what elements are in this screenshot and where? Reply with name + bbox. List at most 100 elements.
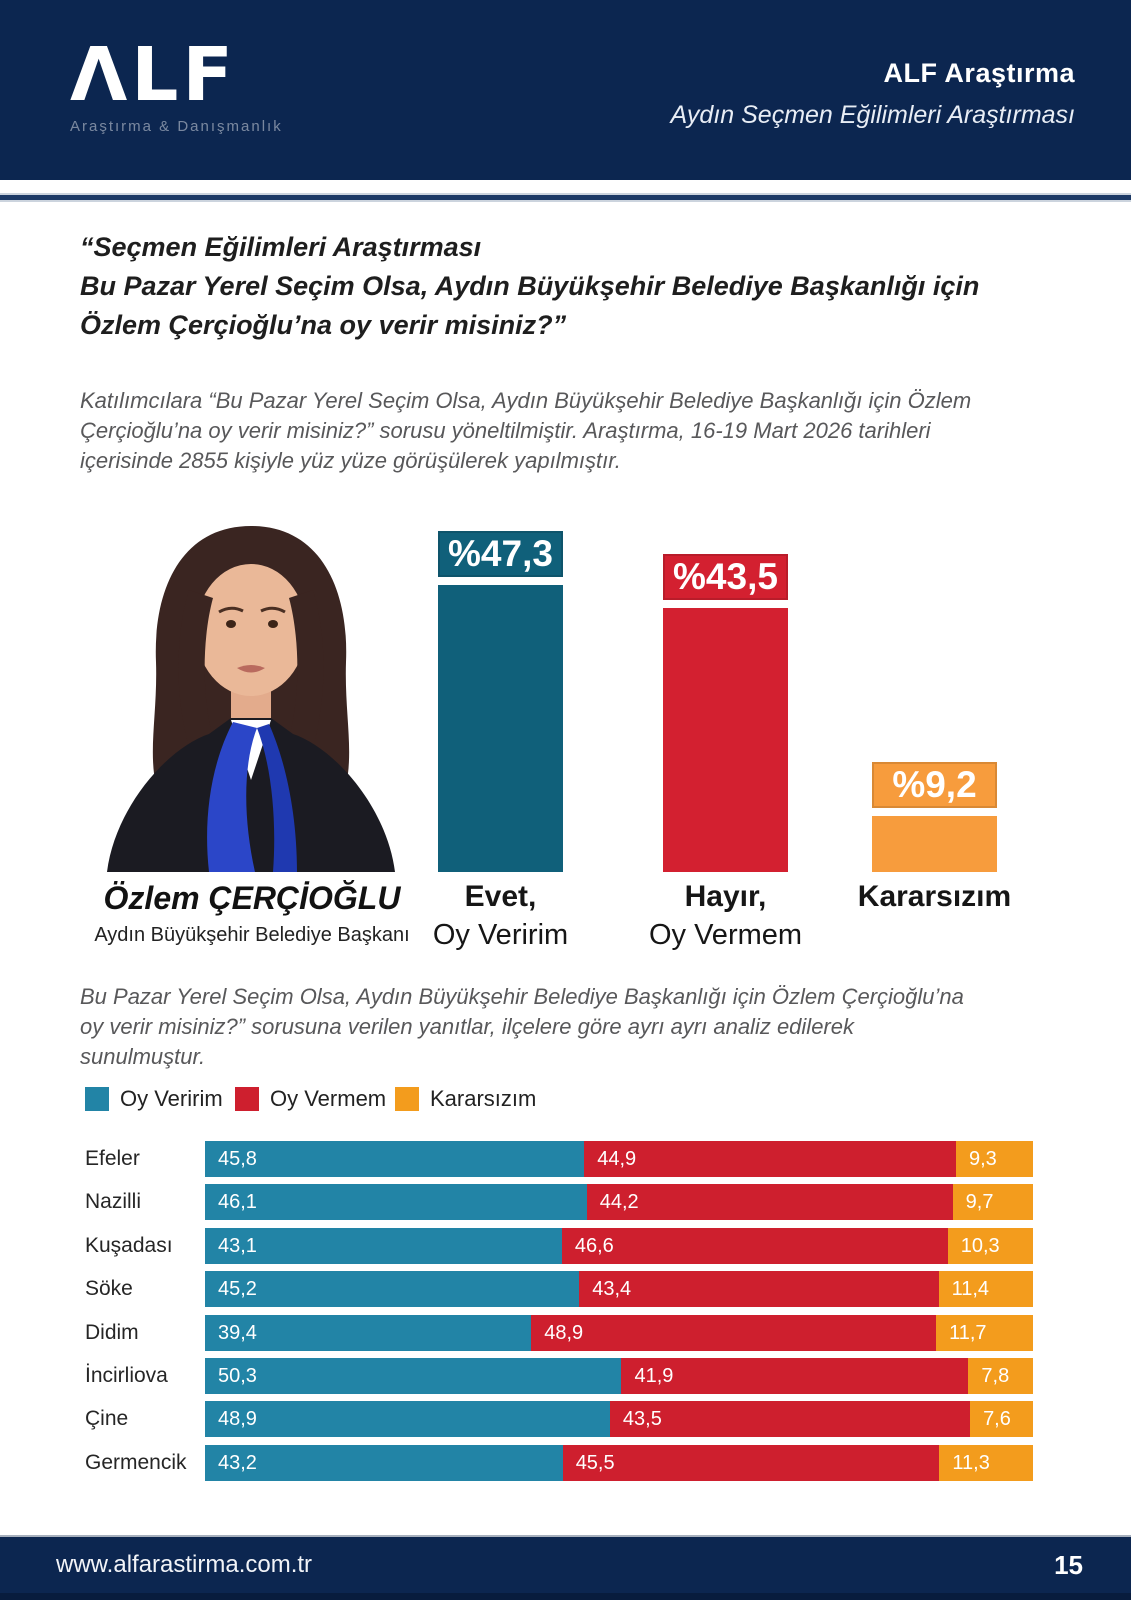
- district-row-7-segment-2: 11,3: [939, 1445, 1033, 1481]
- question-title-line3: Özlem Çerçioğlu’na oy verir misiniz?”: [80, 310, 567, 340]
- district-row-0-value-2: 9,3: [968, 1147, 997, 1170]
- footer-page-number: 15: [1054, 1549, 1083, 1580]
- district-row-7: 43,2 45,5 11,3: [205, 1445, 1033, 1481]
- candidate-name: Özlem ÇERÇİOĞLU: [103, 880, 401, 916]
- overview-bar-1: [663, 608, 788, 872]
- district-row-4-segment-0: 39,4: [205, 1315, 532, 1351]
- overview-bar-2: [872, 816, 997, 872]
- legend-item-2: Kararsızım: [395, 1086, 536, 1112]
- overview-bar-0: [438, 585, 563, 872]
- analysis-paragraph: Bu Pazar Yerel Seçim Olsa, Aydın Büyükşe…: [80, 984, 964, 1069]
- district-row-5-value-0: 50,3: [218, 1364, 257, 1387]
- legend-swatch-1: [235, 1087, 259, 1111]
- district-row-7-value-2: 11,3: [952, 1451, 990, 1474]
- district-row-2-segment-2: 10,3: [947, 1228, 1033, 1264]
- district-row-0-value-0: 45,8: [218, 1147, 257, 1170]
- district-row-6-value-2: 7,6: [983, 1407, 1011, 1430]
- district-row-5-segment-1: 41,9: [621, 1358, 969, 1394]
- district-label-1: Nazilli: [85, 1190, 142, 1213]
- district-row-0: 45,8 44,9 9,3: [205, 1141, 1033, 1177]
- overview-bar-value-1: %43,5: [663, 554, 788, 600]
- district-row-0-value-1: 44,9: [597, 1147, 637, 1170]
- district-row-4: 39,4 48,9 11,7: [205, 1315, 1033, 1351]
- district-row-2-value-1: 46,6: [574, 1234, 614, 1257]
- legend-swatch-2: [395, 1087, 419, 1111]
- district-row-5: 50,3 41,9 7,8: [205, 1358, 1033, 1394]
- question-title-line1: “Seçmen Eğilimleri Araştırması: [80, 232, 482, 262]
- header-divider-gap: [0, 180, 1131, 193]
- legend-item-1: Oy Vermem: [235, 1086, 386, 1112]
- header-titles: ALF Araştırma Aydın Seçmen Eğilimleri Ar…: [670, 58, 1075, 130]
- district-row-6-value-1: 43,5: [622, 1407, 662, 1430]
- district-row-3-value-0: 45,2: [218, 1277, 257, 1300]
- district-label-2: Kuşadası: [85, 1234, 173, 1257]
- district-label-5: İncirliova: [85, 1364, 168, 1387]
- legend-item-0: Oy Veririm: [85, 1086, 223, 1112]
- district-row-3: 45,2 43,4 11,4: [205, 1271, 1033, 1307]
- district-row-1-segment-0: 46,1: [205, 1184, 587, 1220]
- district-row-1: 46,1 44,2 9,7: [205, 1184, 1033, 1220]
- district-row-2-value-2: 10,3: [960, 1234, 1000, 1257]
- candidate-caption: Özlem ÇERÇİOĞLU Aydın Büyükşehir Belediy…: [62, 880, 442, 947]
- page-footer: www.alfarastirma.com.tr 15: [0, 1535, 1131, 1600]
- district-row-1-value-1: 44,2: [599, 1190, 639, 1213]
- district-row-6: 48,9 43,5 7,6: [205, 1401, 1033, 1437]
- question-title-line2: Bu Pazar Yerel Seçim Olsa, Aydın Büyükşe…: [80, 271, 980, 301]
- district-row-5-value-2: 7,8: [981, 1364, 1010, 1387]
- legend-label-0: Oy Veririm: [120, 1086, 223, 1111]
- report-title: Aydın Seçmen Eğilimleri Araştırması: [670, 101, 1075, 129]
- district-row-1-value-0: 46,1: [218, 1190, 257, 1213]
- org-name: ALF Araştırma: [883, 58, 1075, 88]
- alf-logo-subtitle: Araştırma & Danışmanlık: [70, 118, 283, 135]
- candidate-job-title: Aydın Büyükşehir Belediye Başkanı: [94, 924, 410, 946]
- district-label-0: Efeler: [85, 1147, 140, 1170]
- district-row-3-segment-1: 43,4: [579, 1271, 939, 1307]
- candidate-photo: [85, 512, 417, 872]
- district-row-0-segment-1: 44,9: [584, 1141, 956, 1177]
- question-title: “Seçmen Eğilimleri Araştırması Bu Pazar …: [80, 228, 1080, 345]
- district-row-3-value-2: 11,4: [951, 1277, 990, 1300]
- overview-bar-category-1: Hayır, Oy Vermem: [596, 878, 856, 954]
- district-row-1-segment-2: 9,7: [952, 1184, 1033, 1220]
- district-row-5-value-1: 41,9: [634, 1364, 674, 1387]
- page-header: ΛLF Araştırma & Danışmanlık ALF Araştırm…: [0, 0, 1131, 180]
- district-row-3-segment-2: 11,4: [938, 1271, 1033, 1307]
- district-row-5-segment-0: 50,3: [205, 1358, 622, 1394]
- legend-label-2: Kararsızım: [430, 1086, 537, 1111]
- alf-logo-text: ΛLF: [70, 32, 237, 118]
- district-row-3-value-1: 43,4: [592, 1277, 632, 1300]
- district-row-1-value-2: 9,7: [965, 1190, 994, 1213]
- district-row-7-value-0: 43,2: [218, 1451, 257, 1474]
- district-row-3-segment-0: 45,2: [205, 1271, 580, 1307]
- overview-bar-value-0: %47,3: [438, 531, 563, 577]
- overview-bar-category-2: Kararsızım: [805, 878, 1065, 916]
- district-row-4-value-0: 39,4: [218, 1321, 257, 1344]
- methodology-paragraph: Katılımcılara “Bu Pazar Yerel Seçim Olsa…: [80, 388, 972, 473]
- district-row-5-segment-2: 7,8: [968, 1358, 1033, 1394]
- district-row-6-segment-1: 43,5: [609, 1401, 971, 1437]
- district-row-7-segment-1: 45,5: [562, 1445, 940, 1481]
- alf-logo: ΛLF Araştırma & Danışmanlık: [70, 38, 283, 135]
- candidate-photo-illustration: [107, 526, 395, 872]
- district-row-4-value-2: 11,7: [949, 1321, 987, 1344]
- district-row-1-segment-1: 44,2: [586, 1184, 953, 1220]
- district-row-6-segment-2: 7,6: [970, 1401, 1033, 1437]
- district-row-2-value-0: 43,1: [218, 1234, 257, 1257]
- overview-bar-category-2-line1: Kararsızım: [857, 880, 1012, 913]
- legend-label-1: Oy Vermem: [270, 1086, 387, 1111]
- overview-bar-category-1-line2: Oy Vermem: [648, 919, 803, 951]
- district-row-6-segment-0: 48,9: [205, 1401, 610, 1437]
- district-row-0-segment-0: 45,8: [205, 1141, 585, 1177]
- district-row-4-segment-1: 48,9: [531, 1315, 937, 1351]
- district-row-7-segment-0: 43,2: [205, 1445, 563, 1481]
- district-label-6: Çine: [85, 1407, 129, 1430]
- footer-website: www.alfarastirma.com.tr: [56, 1551, 313, 1578]
- header-divider-line: [0, 193, 1131, 202]
- district-row-2: 43,1 46,6 10,3: [205, 1228, 1033, 1264]
- district-row-2-segment-1: 46,6: [561, 1228, 948, 1264]
- district-row-7-value-1: 45,5: [575, 1451, 615, 1474]
- district-row-4-segment-2: 11,7: [936, 1315, 1033, 1351]
- district-row-4-value-1: 48,9: [544, 1321, 584, 1344]
- district-label-4: Didim: [85, 1321, 139, 1344]
